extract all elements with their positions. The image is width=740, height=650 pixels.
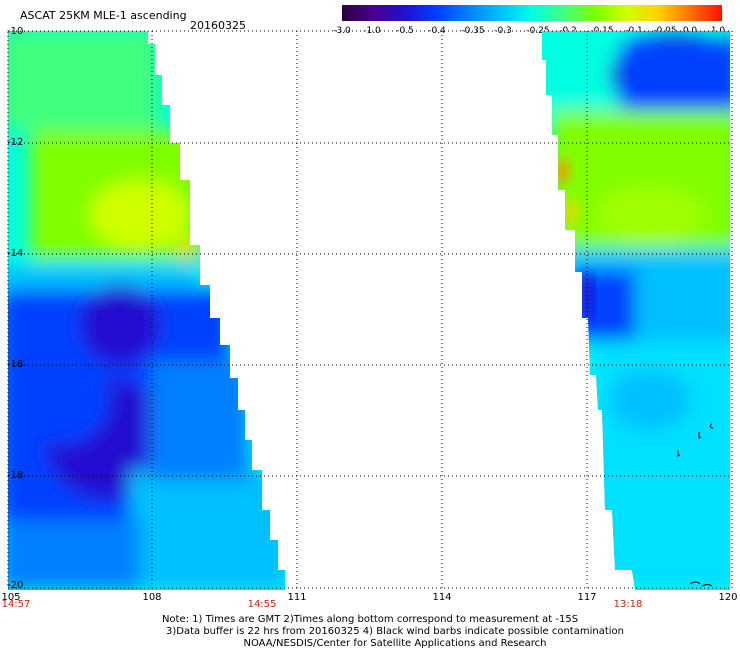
lat-label: -20 bbox=[7, 580, 24, 591]
lat-label: -10 bbox=[7, 26, 24, 37]
product-title: ASCAT 25KM MLE-1 ascending bbox=[20, 9, 187, 22]
colorbar-tick: -0.25 bbox=[526, 26, 550, 36]
lon-label: 120 bbox=[718, 592, 738, 603]
right-swath bbox=[542, 31, 730, 590]
wind-barbs bbox=[677, 423, 714, 587]
lat-label: -12 bbox=[7, 137, 24, 148]
colorbar-tick: -3.0 bbox=[333, 26, 351, 36]
lat-label: -16 bbox=[7, 359, 24, 370]
lon-label: 117 bbox=[577, 592, 597, 603]
lon-label: 114 bbox=[432, 592, 452, 603]
grid bbox=[8, 31, 732, 588]
time-label-right: 13:18 bbox=[613, 599, 643, 610]
left-swath bbox=[8, 31, 285, 590]
colorbar-fill bbox=[342, 5, 722, 21]
note-line-3: NOAA/NESDIS/Center for Satellite Applica… bbox=[243, 638, 547, 649]
lon-label: 108 bbox=[142, 592, 162, 603]
lat-label: -14 bbox=[7, 248, 24, 259]
colorbar-tick: -0.3 bbox=[494, 26, 512, 36]
time-label-mid: 14:55 bbox=[247, 599, 277, 610]
colorbar-gradient bbox=[342, 5, 722, 21]
time-label-left: 14:57 bbox=[1, 599, 31, 610]
footnotes: Note: 1) Times are GMT 2)Times along bot… bbox=[0, 614, 740, 650]
lon-label: 105 bbox=[1, 592, 21, 603]
lat-label: -18 bbox=[7, 470, 24, 481]
note-line-2: 3)Data buffer is 22 hrs from 20160325 4)… bbox=[166, 626, 624, 637]
lon-label: 111 bbox=[287, 592, 307, 603]
product-date: 20160325 bbox=[190, 19, 246, 32]
note-line-1: Note: 1) Times are GMT 2)Times along bot… bbox=[161, 614, 579, 625]
